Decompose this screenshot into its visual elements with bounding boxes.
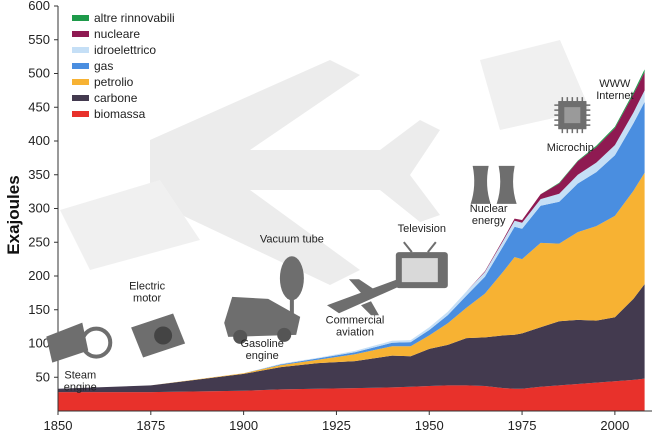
- annotation-label: Nuclear energy: [470, 203, 508, 227]
- legend-label: altre rinnovabili: [94, 11, 175, 25]
- y-tick-label: 50: [36, 369, 50, 384]
- annotation-label: Steam engine: [64, 370, 97, 394]
- electric-motor-icon: [131, 313, 186, 358]
- legend-label: carbone: [94, 91, 138, 105]
- annotation-label: Gasoline engine: [240, 338, 283, 362]
- legend-label: petrolio: [94, 75, 134, 89]
- x-tick-label: 1850: [44, 418, 73, 433]
- y-tick-label: 150: [28, 302, 50, 317]
- legend-swatch: [72, 111, 89, 117]
- vacuum-tube-icon: [279, 256, 304, 317]
- nuclear-plant-icon: [470, 165, 517, 204]
- airplane-icon: [327, 277, 411, 316]
- legend-label: biomassa: [94, 107, 146, 121]
- legend-label: gas: [94, 59, 113, 73]
- stacked-areas: [58, 69, 645, 411]
- x-tick-label: 2000: [600, 418, 629, 433]
- legend-swatch: [72, 79, 89, 85]
- y-axis-label: Exajoules: [4, 175, 23, 254]
- area-petrolio: [58, 172, 645, 389]
- microchip-icon: [554, 97, 591, 134]
- y-tick-label: 400: [28, 133, 50, 148]
- y-tick-label: 450: [28, 99, 50, 114]
- annotation-label: Microchip: [547, 142, 594, 154]
- car-icon: [224, 296, 301, 344]
- y-tick-label: 600: [28, 0, 50, 13]
- watermark-plane-shape: [150, 60, 440, 285]
- annotations: Steam engine Electric motor Gasoline engine Va…: [46, 78, 634, 394]
- watermark-shape: [60, 180, 200, 270]
- x-tick-label: 1925: [322, 418, 351, 433]
- area-gas: [58, 101, 645, 389]
- legend-swatch: [72, 95, 89, 101]
- annotation-label: Television: [398, 223, 446, 235]
- steam-engine-icon: [46, 322, 113, 363]
- television-icon: [395, 241, 448, 289]
- annotation-label: WWW Internet: [596, 78, 633, 102]
- y-tick-label: 500: [28, 66, 50, 81]
- x-tick-label: 1875: [136, 418, 165, 433]
- y-tick-label: 200: [28, 268, 50, 283]
- annotation-label: Electric motor: [129, 281, 166, 305]
- y-tick-label: 250: [28, 234, 50, 249]
- legend-swatch: [72, 47, 89, 53]
- y-tick-label: 300: [28, 201, 50, 216]
- annotation-label: Vacuum tube: [260, 233, 324, 245]
- legend-label: nucleare: [94, 27, 140, 41]
- legend-label: idroelettrico: [94, 43, 156, 57]
- y-tick-label: 350: [28, 167, 50, 182]
- x-tick-label: 1950: [415, 418, 444, 433]
- x-tick-label: 1900: [229, 418, 258, 433]
- area-biomassa: [58, 378, 645, 411]
- x-tick-label: 1975: [508, 418, 537, 433]
- legend-swatch: [72, 63, 89, 69]
- y-tick-label: 100: [28, 336, 50, 351]
- annotation-label: Commercial aviation: [326, 314, 385, 338]
- legend-swatch: [72, 31, 89, 37]
- background-watermark: [60, 40, 590, 285]
- legend-swatch: [72, 15, 89, 21]
- legend: altre rinnovabili nucleare idroelettrico ga…: [72, 11, 175, 121]
- y-tick-label: 550: [28, 32, 50, 47]
- area-carbone: [58, 284, 645, 393]
